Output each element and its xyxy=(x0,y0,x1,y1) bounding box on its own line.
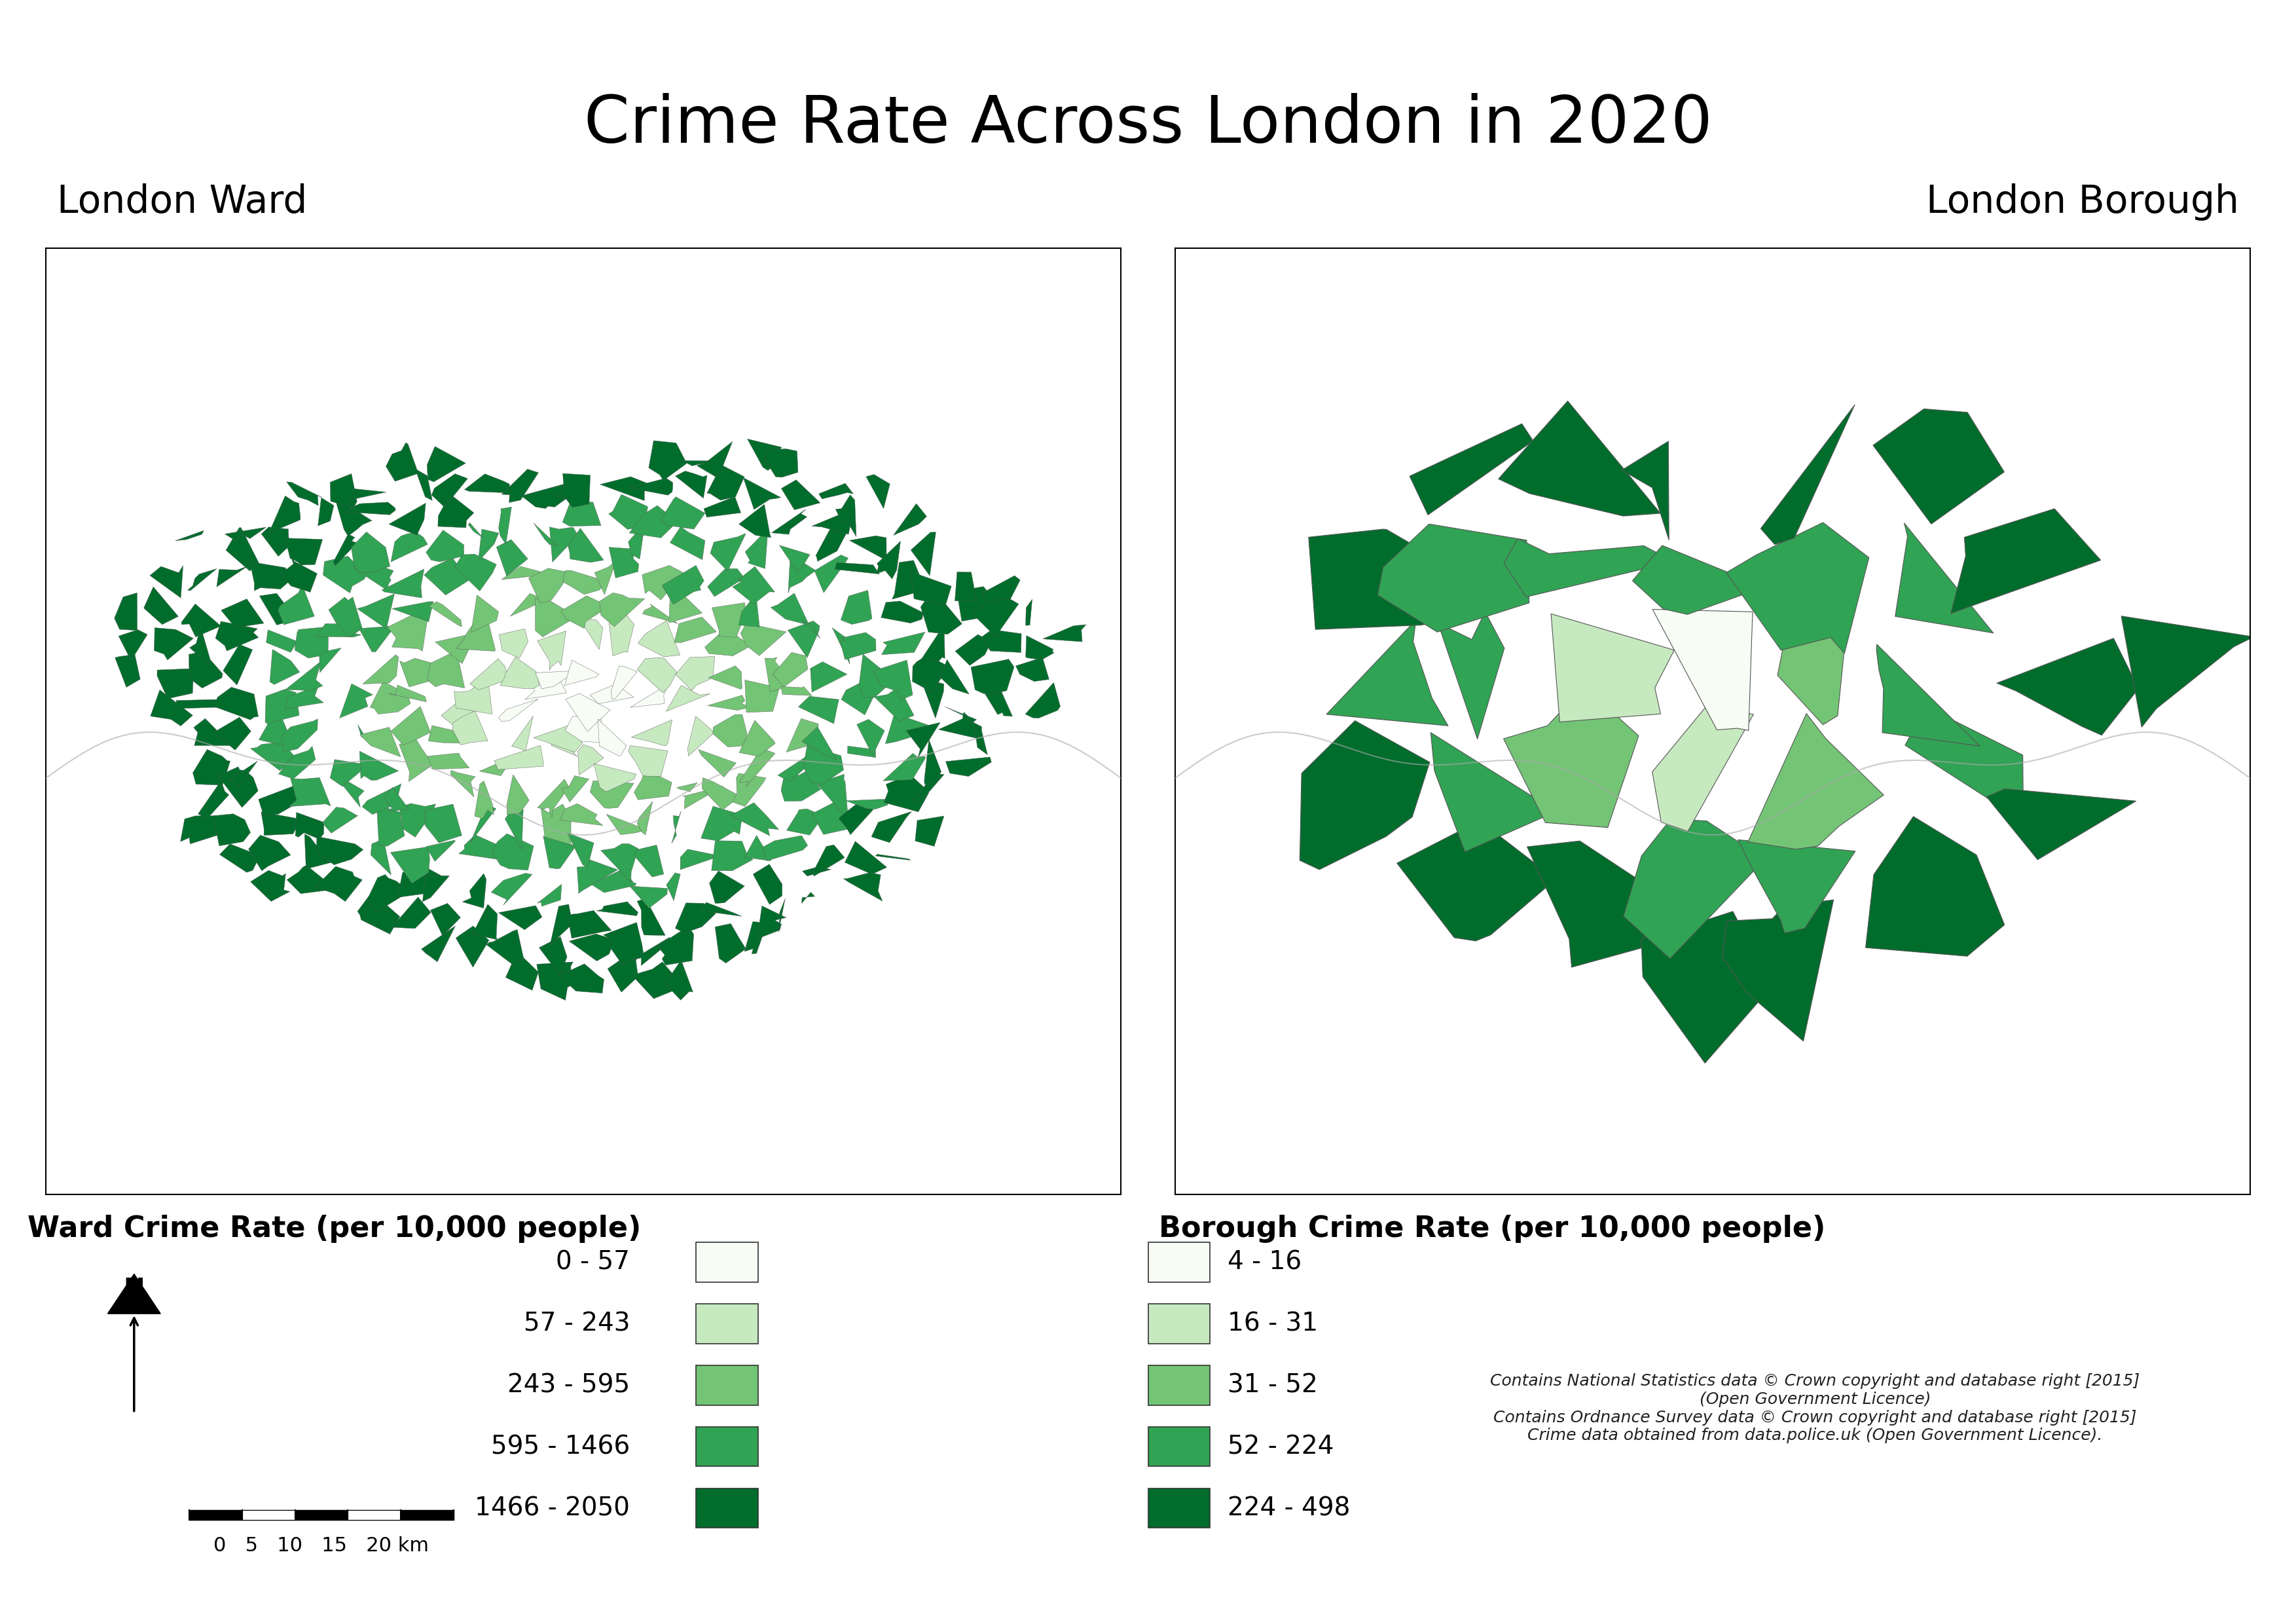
Text: 1466 - 2050: 1466 - 2050 xyxy=(475,1496,629,1520)
Text: 0   5   10   15   20 km: 0 5 10 15 20 km xyxy=(214,1536,429,1554)
Text: Borough Crime Rate (per 10,000 people): Borough Crime Rate (per 10,000 people) xyxy=(1159,1215,1825,1242)
Text: London Ward: London Ward xyxy=(57,184,308,221)
Text: N: N xyxy=(124,1276,145,1302)
Text: 31 - 52: 31 - 52 xyxy=(1228,1372,1318,1398)
Text: 243 - 595: 243 - 595 xyxy=(507,1372,629,1398)
Bar xyxy=(696,1242,758,1281)
Polygon shape xyxy=(108,1273,161,1314)
Text: London Borough: London Borough xyxy=(1926,184,2239,221)
Bar xyxy=(696,1366,758,1405)
Bar xyxy=(349,1510,402,1520)
Text: Contains National Statistics data © Crown copyright and database right [2015]
(O: Contains National Statistics data © Crow… xyxy=(1490,1374,2140,1444)
Bar xyxy=(188,1510,455,1520)
Bar xyxy=(696,1304,758,1343)
Bar xyxy=(1148,1304,1210,1343)
Text: 57 - 243: 57 - 243 xyxy=(523,1311,629,1337)
Bar xyxy=(1148,1366,1210,1405)
Text: Ward Crime Rate (per 10,000 people): Ward Crime Rate (per 10,000 people) xyxy=(28,1215,641,1242)
Text: 224 - 498: 224 - 498 xyxy=(1228,1496,1350,1520)
Text: 16 - 31: 16 - 31 xyxy=(1228,1311,1318,1337)
Text: 52 - 224: 52 - 224 xyxy=(1228,1434,1334,1458)
Bar xyxy=(696,1488,758,1528)
Bar xyxy=(241,1510,294,1520)
Text: 4 - 16: 4 - 16 xyxy=(1228,1249,1302,1275)
Bar xyxy=(402,1510,455,1520)
Bar xyxy=(1148,1427,1210,1466)
Bar xyxy=(188,1510,241,1520)
Bar xyxy=(294,1510,349,1520)
Bar xyxy=(1148,1488,1210,1528)
Text: 595 - 1466: 595 - 1466 xyxy=(491,1434,629,1458)
Text: 0 - 57: 0 - 57 xyxy=(556,1249,629,1275)
Text: Crime Rate Across London in 2020: Crime Rate Across London in 2020 xyxy=(583,93,1713,156)
Bar xyxy=(696,1427,758,1466)
Bar xyxy=(1148,1242,1210,1281)
